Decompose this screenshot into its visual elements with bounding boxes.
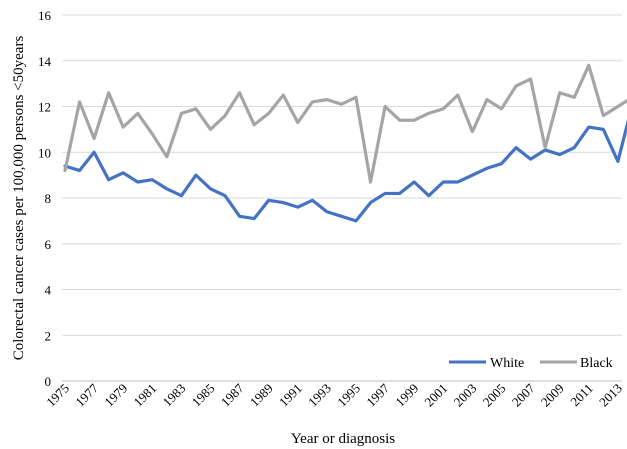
y-tick-label-12: 12 <box>38 100 51 115</box>
x-tick-label-2001: 2001 <box>421 381 450 410</box>
grid-lines <box>62 14 622 336</box>
x-tick-labels: 1975 1977 1979 1981 1983 1985 1987 1989 1991 1993… <box>43 380 625 409</box>
x-tick-label-1977: 1977 <box>72 380 101 409</box>
x-tick-label-1989: 1989 <box>247 381 276 410</box>
x-tick-label-2007: 2007 <box>509 380 538 409</box>
y-tick-labels: 0 2 4 6 8 10 12 14 16 <box>38 8 52 389</box>
x-tick-label-2009: 2009 <box>538 381 567 410</box>
x-tick-label-2003: 2003 <box>451 381 480 410</box>
x-tick-label-2013: 2013 <box>596 381 625 410</box>
y-tick-label-0: 0 <box>45 374 52 389</box>
series-line-white <box>63 119 627 223</box>
y-tick-label-8: 8 <box>45 191 52 206</box>
legend-item-white: White <box>449 356 524 371</box>
legend-label-white: White <box>490 356 524 371</box>
x-tick-label-1997: 1997 <box>363 380 392 409</box>
y-tick-label-2: 2 <box>45 328 52 343</box>
y-tick-label-10: 10 <box>38 145 51 160</box>
x-tick-label-1993: 1993 <box>305 381 334 410</box>
x-tick-label-1981: 1981 <box>130 381 159 410</box>
y-tick-label-6: 6 <box>45 237 52 252</box>
x-tick-label-2011: 2011 <box>567 381 596 410</box>
y-tick-label-16: 16 <box>38 8 52 23</box>
x-tick-label-1983: 1983 <box>160 381 189 410</box>
legend: White Black <box>449 356 613 371</box>
legend-label-black: Black <box>580 356 613 371</box>
x-tick-label-1995: 1995 <box>334 381 363 410</box>
y-tick-label-4: 4 <box>45 283 52 298</box>
x-axis-title: Year or diagnosis <box>291 431 395 447</box>
series-lines <box>63 63 627 223</box>
x-tick-label-1987: 1987 <box>218 380 247 409</box>
x-tick-label-1979: 1979 <box>101 381 130 410</box>
legend-item-black: Black <box>540 356 613 371</box>
x-tick-label-1991: 1991 <box>276 381 305 410</box>
x-tick-label-1999: 1999 <box>392 381 421 410</box>
y-tick-label-14: 14 <box>38 54 52 69</box>
y-axis-title: Colorectal cancer cases per 100,000 pers… <box>11 36 27 361</box>
x-tick-label-2005: 2005 <box>480 381 509 410</box>
series-line-black <box>63 63 627 184</box>
x-tick-label-1985: 1985 <box>189 381 218 410</box>
